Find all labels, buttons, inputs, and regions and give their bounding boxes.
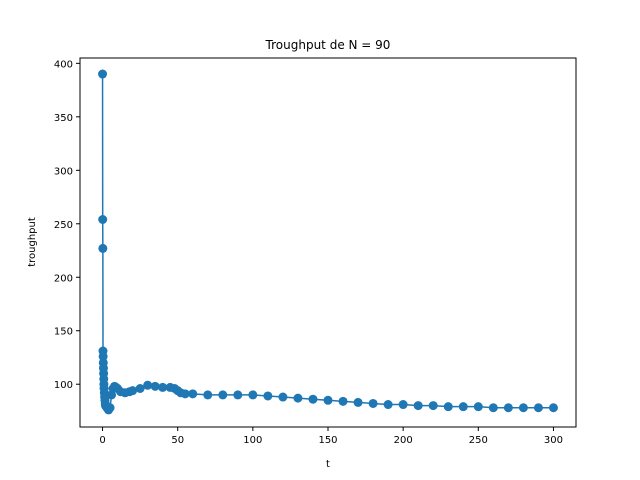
data-point bbox=[533, 403, 543, 413]
y-tick-label: 200 bbox=[54, 273, 73, 284]
data-point bbox=[263, 391, 273, 401]
x-axis-label: t bbox=[326, 459, 330, 470]
data-point bbox=[338, 396, 348, 406]
data-point bbox=[548, 403, 558, 413]
data-point bbox=[98, 243, 108, 253]
data-point bbox=[158, 382, 168, 392]
data-point bbox=[473, 402, 483, 412]
data-point bbox=[98, 69, 108, 79]
y-tick-label: 350 bbox=[54, 113, 73, 124]
data-point bbox=[383, 400, 393, 410]
y-tick-label: 400 bbox=[54, 59, 73, 70]
data-point bbox=[98, 351, 108, 361]
data-point bbox=[248, 390, 258, 400]
y-tick-label: 300 bbox=[54, 166, 73, 177]
y-axis-label: troughput bbox=[27, 217, 38, 267]
y-tick-label: 250 bbox=[54, 220, 73, 231]
data-point bbox=[518, 403, 528, 413]
axes-frame bbox=[79, 57, 577, 428]
data-point bbox=[428, 401, 438, 411]
axis-ticks: 0 50 100 150 200 250 300 100 150 200 250 300 350 400 bbox=[54, 59, 563, 446]
data-point bbox=[368, 398, 378, 408]
data-point bbox=[188, 389, 198, 399]
x-tick-label: 100 bbox=[243, 435, 262, 446]
data-point bbox=[218, 390, 228, 400]
x-tick-label: 150 bbox=[318, 435, 337, 446]
plot-area bbox=[98, 69, 558, 415]
series-line bbox=[101, 74, 554, 412]
y-tick-label: 150 bbox=[54, 327, 73, 338]
data-point bbox=[150, 381, 160, 391]
x-tick-label: 200 bbox=[394, 435, 413, 446]
data-point bbox=[323, 395, 333, 405]
data-point bbox=[353, 397, 363, 407]
x-tick-label: 50 bbox=[171, 435, 184, 446]
data-point bbox=[180, 389, 190, 399]
data-point bbox=[105, 403, 115, 413]
data-point bbox=[398, 400, 408, 410]
x-tick-label: 250 bbox=[469, 435, 488, 446]
x-tick-label: 0 bbox=[99, 435, 105, 446]
data-point bbox=[503, 403, 513, 413]
data-point bbox=[278, 392, 288, 402]
data-point bbox=[98, 215, 108, 225]
data-point bbox=[293, 393, 303, 403]
data-point bbox=[135, 383, 145, 393]
data-point bbox=[308, 394, 318, 404]
data-point bbox=[443, 402, 453, 412]
chart-title: Troughput de N = 90 bbox=[265, 38, 391, 52]
y-tick-label: 100 bbox=[54, 380, 73, 391]
data-point bbox=[413, 401, 423, 411]
data-point bbox=[203, 390, 213, 400]
x-tick-label: 300 bbox=[544, 435, 563, 446]
data-point bbox=[143, 380, 153, 390]
data-point bbox=[488, 403, 498, 413]
data-point bbox=[458, 402, 468, 412]
data-point bbox=[128, 386, 138, 396]
data-point bbox=[233, 390, 243, 400]
